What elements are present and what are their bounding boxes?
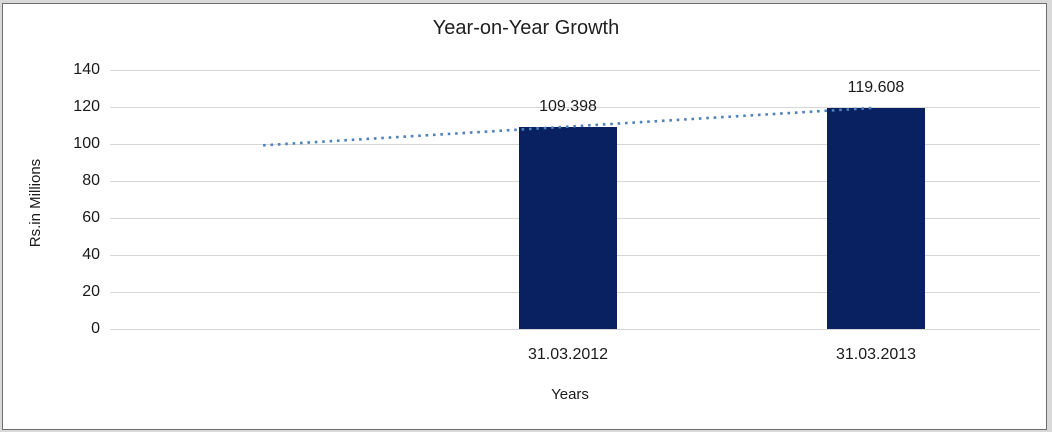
y-tick-label: 60 xyxy=(82,209,100,226)
bar-value-label: 109.398 xyxy=(539,97,597,115)
x-tick-label: 31.03.2012 xyxy=(527,346,609,363)
y-tick-label: 80 xyxy=(82,172,100,189)
y-tick-label: 140 xyxy=(73,61,100,78)
bar xyxy=(827,107,925,329)
bar-value-label: 119.608 xyxy=(847,78,905,96)
gridline xyxy=(110,69,1040,71)
y-tick-label: 20 xyxy=(82,283,100,300)
y-tick-label: 120 xyxy=(73,98,100,115)
y-tick-label: 40 xyxy=(82,246,100,263)
y-tick-label: 0 xyxy=(91,320,100,337)
y-axis-title: Rs.in Millions xyxy=(27,158,44,248)
y-tick-label: 100 xyxy=(73,135,100,152)
bar xyxy=(519,126,617,329)
gridline xyxy=(110,328,1040,330)
x-tick-label: 31.03.2013 xyxy=(835,346,917,363)
x-axis-title: Years xyxy=(551,386,589,403)
chart-title: Year-on-Year Growth xyxy=(432,17,620,39)
